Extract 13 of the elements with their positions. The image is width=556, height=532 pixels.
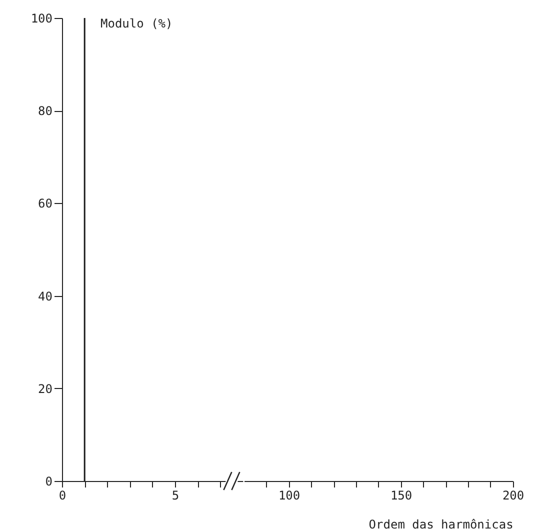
y-tick-label: 80 [38, 104, 52, 118]
y-tick-label: 20 [38, 382, 52, 396]
y-axis-title: Modulo (%) [100, 16, 173, 30]
x-tick-label: 5 [172, 488, 180, 502]
x-tick-label: 0 [58, 488, 66, 502]
y-tick-label: 40 [38, 289, 52, 304]
y-tick-label: 60 [38, 196, 52, 211]
x-axis-title: Ordem das harmônicas [368, 518, 514, 532]
y-tick-label: 0 [45, 474, 52, 488]
x-tick-label: 150 [390, 488, 412, 502]
x-tick-label: 100 [278, 488, 300, 502]
y-tick-label: 100 [30, 12, 52, 26]
x-tick-label: 200 [502, 488, 524, 502]
